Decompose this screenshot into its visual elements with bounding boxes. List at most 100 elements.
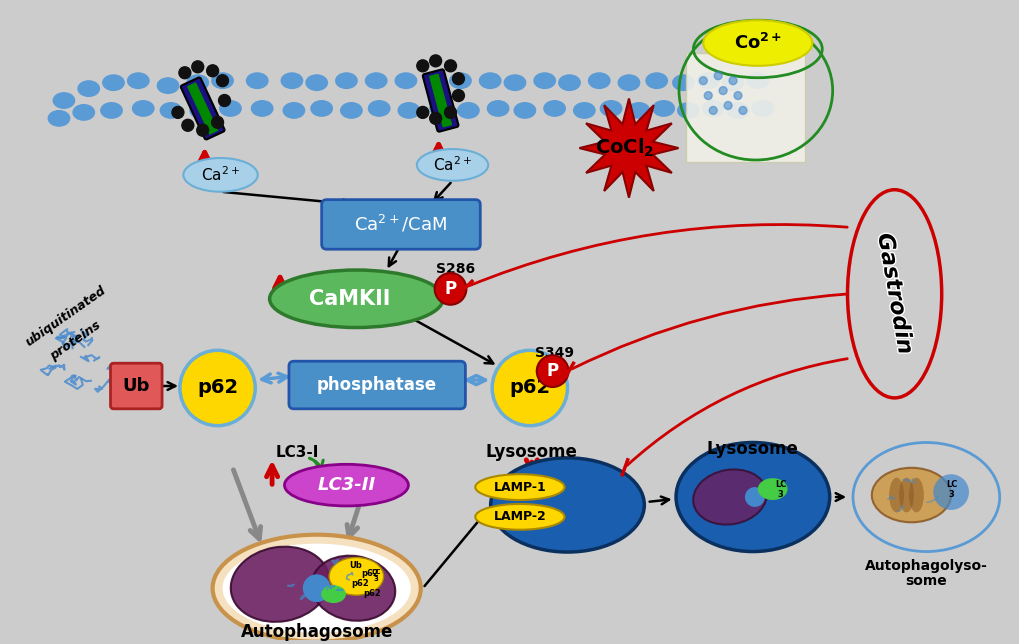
Ellipse shape (486, 100, 510, 117)
Ellipse shape (703, 20, 811, 66)
Text: p62: p62 (363, 589, 381, 598)
Text: $\mathrm{Ca^{2+}}$: $\mathrm{Ca^{2+}}$ (433, 156, 472, 175)
Ellipse shape (478, 72, 501, 89)
Polygon shape (579, 99, 678, 198)
Circle shape (718, 87, 727, 95)
Ellipse shape (490, 458, 644, 552)
Text: LC3-II: LC3-II (317, 476, 375, 494)
Circle shape (744, 487, 764, 507)
Circle shape (197, 124, 209, 136)
Circle shape (172, 106, 183, 118)
Ellipse shape (429, 100, 451, 117)
Ellipse shape (908, 478, 923, 513)
Text: P: P (546, 362, 558, 380)
Ellipse shape (246, 72, 268, 89)
Ellipse shape (77, 80, 100, 97)
Ellipse shape (645, 72, 667, 89)
Ellipse shape (211, 72, 233, 89)
Ellipse shape (280, 72, 303, 89)
Ellipse shape (52, 92, 75, 109)
Circle shape (729, 77, 737, 84)
FancyBboxPatch shape (686, 53, 805, 162)
Ellipse shape (701, 100, 723, 117)
Ellipse shape (159, 102, 182, 119)
Circle shape (429, 55, 441, 67)
Text: Ub: Ub (350, 562, 362, 571)
Ellipse shape (222, 544, 411, 633)
Circle shape (444, 106, 457, 118)
Ellipse shape (889, 478, 903, 513)
Circle shape (452, 90, 464, 102)
Ellipse shape (599, 100, 622, 117)
Text: LC: LC (774, 480, 787, 489)
Ellipse shape (751, 100, 773, 117)
Circle shape (429, 113, 441, 124)
Ellipse shape (676, 442, 828, 551)
Circle shape (734, 91, 741, 100)
Text: proteins: proteins (48, 318, 104, 363)
Ellipse shape (269, 270, 442, 328)
Ellipse shape (871, 468, 950, 522)
Text: ubiquitinated: ubiquitinated (23, 284, 109, 349)
Ellipse shape (310, 100, 333, 117)
Ellipse shape (726, 102, 749, 119)
Ellipse shape (898, 478, 913, 513)
Ellipse shape (219, 100, 242, 117)
Ellipse shape (503, 74, 526, 91)
Ellipse shape (513, 102, 536, 119)
Text: Ub: Ub (122, 377, 150, 395)
Circle shape (179, 350, 255, 426)
Circle shape (536, 355, 568, 387)
Ellipse shape (284, 464, 408, 506)
Circle shape (723, 102, 732, 109)
Circle shape (452, 73, 464, 84)
Ellipse shape (251, 100, 273, 117)
Ellipse shape (543, 100, 566, 117)
Ellipse shape (672, 74, 694, 91)
Text: Lysosome: Lysosome (706, 440, 798, 459)
Circle shape (216, 75, 228, 87)
Circle shape (181, 119, 194, 131)
Ellipse shape (475, 504, 564, 530)
Text: p62: p62 (352, 579, 369, 588)
Text: LAMP-1: LAMP-1 (493, 480, 546, 493)
Ellipse shape (329, 558, 383, 595)
Ellipse shape (448, 72, 472, 89)
Circle shape (492, 350, 567, 426)
Circle shape (713, 71, 721, 80)
Ellipse shape (102, 74, 124, 91)
Circle shape (178, 67, 191, 79)
Circle shape (192, 61, 204, 73)
Circle shape (444, 60, 457, 71)
Ellipse shape (424, 74, 446, 91)
Ellipse shape (587, 72, 610, 89)
Ellipse shape (305, 74, 328, 91)
FancyBboxPatch shape (321, 200, 480, 249)
Text: some: some (905, 574, 947, 588)
Text: $\mathbf{Co^{2+}}$: $\mathbf{Co^{2+}}$ (733, 33, 782, 53)
Ellipse shape (72, 104, 95, 121)
Ellipse shape (557, 74, 580, 91)
Ellipse shape (397, 102, 420, 119)
Ellipse shape (677, 102, 699, 119)
Text: LAMP-2: LAMP-2 (493, 510, 546, 524)
Ellipse shape (616, 74, 640, 91)
Text: S349: S349 (534, 346, 574, 360)
Circle shape (932, 474, 968, 510)
Text: phosphatase: phosphatase (317, 376, 437, 394)
Text: $\mathbf{CoCl_2}$: $\mathbf{CoCl_2}$ (595, 137, 654, 159)
Ellipse shape (651, 100, 675, 117)
Ellipse shape (321, 585, 345, 603)
FancyBboxPatch shape (422, 70, 458, 131)
Ellipse shape (339, 102, 363, 119)
Ellipse shape (100, 102, 122, 119)
Text: p62: p62 (197, 379, 237, 397)
Text: LC: LC (371, 569, 380, 575)
Circle shape (699, 77, 706, 84)
Ellipse shape (757, 478, 787, 500)
Text: LC3-I: LC3-I (275, 445, 318, 460)
Ellipse shape (720, 74, 744, 91)
Circle shape (218, 95, 230, 106)
Circle shape (738, 106, 746, 115)
Ellipse shape (282, 102, 305, 119)
